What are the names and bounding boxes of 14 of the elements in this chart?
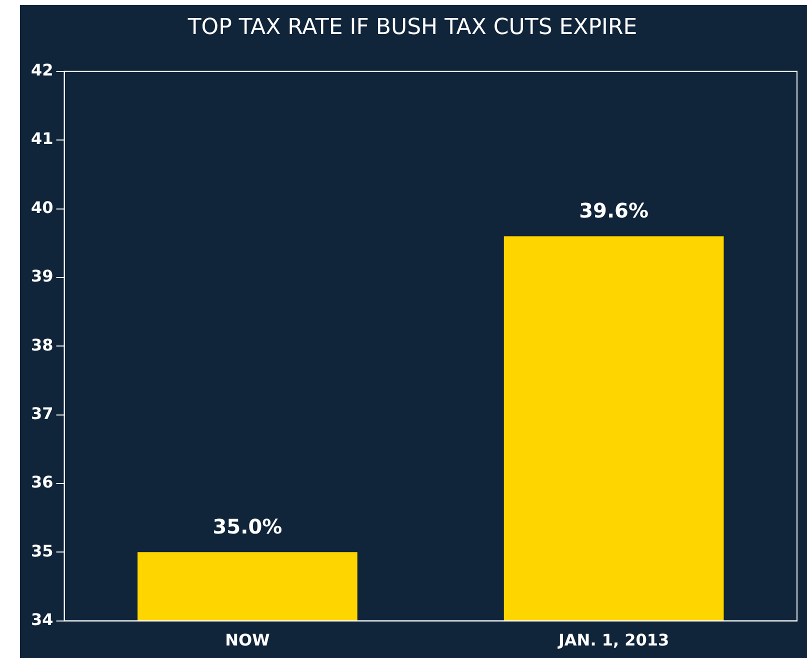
y-tick-label: 37: [31, 404, 54, 423]
y-tick-label: 39: [31, 266, 54, 286]
y-tick-label: 35: [31, 541, 54, 560]
data-label: 39.6%: [579, 198, 649, 222]
chart-title: TOP TAX RATE IF BUSH TAX CUTS EXPIRE: [186, 14, 638, 40]
y-tick-label: 38: [31, 335, 54, 354]
y-tick-label: 36: [31, 472, 54, 492]
data-label: 35.0%: [212, 514, 282, 538]
y-tick-label: 42: [31, 60, 54, 80]
x-tick-label: JAN. 1, 2013: [557, 630, 670, 650]
y-tick-label: 40: [31, 198, 54, 217]
y-tick-label: 34: [31, 610, 54, 629]
y-tick-label: 41: [31, 129, 54, 148]
x-tick-label: NOW: [225, 630, 270, 650]
